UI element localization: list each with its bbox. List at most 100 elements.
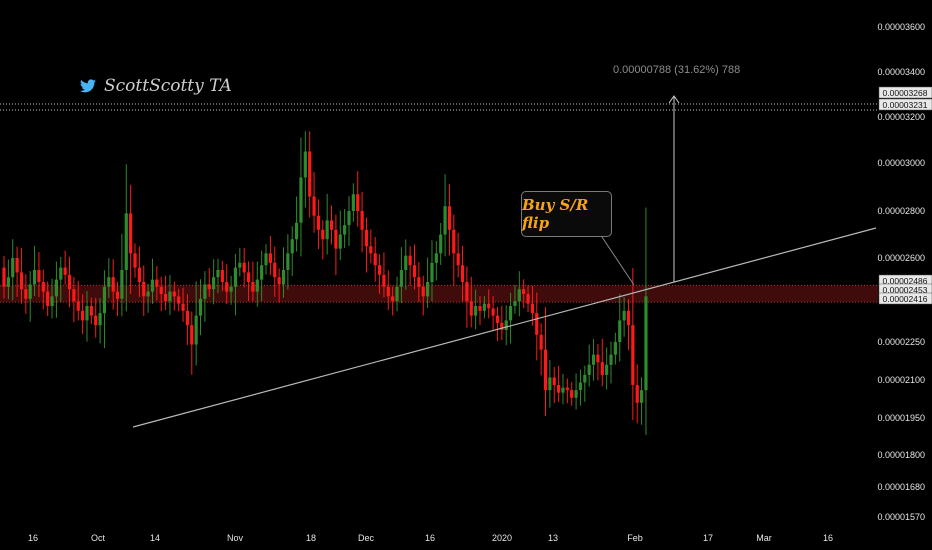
- candle-body: [425, 282, 430, 297]
- candle-body: [168, 291, 172, 302]
- callout-text: Buy S/R flip: [522, 196, 589, 232]
- candle-body: [238, 262, 242, 268]
- candle-body: [360, 211, 364, 230]
- candle-body: [526, 294, 530, 304]
- candle-body: [364, 229, 369, 247]
- candle-body: [578, 382, 583, 391]
- candle-body: [277, 277, 281, 285]
- candle-body: [155, 279, 159, 287]
- callout-box: Buy S/R flip: [521, 191, 612, 237]
- candle-body: [98, 313, 102, 326]
- candle-body: [194, 315, 198, 345]
- x-tick-label: 2020: [492, 533, 512, 543]
- candle-body: [395, 286, 399, 302]
- candle-body: [399, 270, 403, 287]
- y-tick-label: 0.00002600: [877, 253, 925, 263]
- candle-body: [482, 303, 486, 311]
- candle-body: [609, 354, 613, 365]
- candle-body: [338, 234, 342, 249]
- candle-body: [150, 279, 155, 292]
- candle-body: [412, 265, 417, 278]
- candle-body: [159, 286, 163, 294]
- candle-body: [587, 364, 591, 375]
- candle-body: [2, 267, 6, 287]
- candle-body: [59, 267, 63, 280]
- x-tick-label: Feb: [627, 533, 643, 543]
- callout-pointer: [599, 233, 635, 286]
- trendline: [132, 227, 877, 428]
- candle-body: [522, 289, 526, 294]
- candle-body: [120, 270, 124, 299]
- candle-body: [596, 354, 600, 363]
- price-tag-box: [878, 86, 932, 99]
- candle-body: [460, 265, 465, 282]
- candle-body: [146, 291, 150, 297]
- candle-body: [535, 313, 539, 335]
- x-tick-label: Dec: [358, 533, 375, 543]
- price-tag-label: 0.00002453: [883, 285, 928, 295]
- candle-body: [605, 364, 609, 375]
- candle-body: [163, 294, 168, 302]
- price-tag-box: [878, 292, 932, 305]
- candle-body: [37, 270, 41, 282]
- candle-body: [478, 306, 482, 311]
- candle-body: [377, 265, 382, 275]
- candle-body: [220, 270, 224, 282]
- candle-body: [626, 310, 631, 326]
- candle-body: [491, 308, 495, 316]
- candle-body: [260, 265, 264, 280]
- candle-body: [622, 310, 626, 321]
- candle-body: [565, 387, 569, 391]
- y-tick-label: 0.00003400: [877, 67, 925, 77]
- candle-body: [177, 296, 181, 304]
- measure-label: 0.00000788 (31.62%) 788: [613, 64, 741, 76]
- candle-body: [517, 289, 521, 302]
- candle-body: [439, 234, 443, 254]
- price-tag-box: [878, 98, 932, 111]
- candle-body: [19, 272, 24, 290]
- candle-body: [50, 296, 54, 306]
- candle-body: [434, 253, 438, 263]
- candle-body: [465, 282, 469, 302]
- y-tick-label: 0.00001680: [877, 482, 925, 492]
- candle-body: [142, 282, 146, 297]
- candle-body: [382, 274, 386, 287]
- candle-body: [404, 255, 408, 270]
- candle-body: [548, 377, 552, 391]
- twitter-bird-icon: [80, 79, 96, 93]
- candle-body: [452, 229, 456, 254]
- candle-body: [504, 320, 508, 330]
- candle-body: [417, 277, 421, 287]
- candle-body: [115, 291, 120, 299]
- price-tag-label: 0.00003268: [883, 88, 928, 98]
- candle-body: [54, 279, 59, 297]
- candle-body: [273, 262, 277, 278]
- candle-body: [391, 296, 395, 302]
- candle-body: [469, 301, 473, 316]
- candle-body: [500, 322, 504, 330]
- candle-body: [430, 262, 434, 282]
- measure-arrow-head: [668, 95, 680, 104]
- candle-body: [85, 306, 89, 321]
- candle-body: [299, 177, 303, 223]
- watermark-text: ScottScotty TA: [104, 76, 232, 96]
- price-tag: 0.00003268: [878, 86, 932, 99]
- candle-body: [11, 258, 15, 278]
- drawings: [132, 95, 877, 428]
- candle-body: [552, 377, 556, 386]
- candle-body: [561, 387, 565, 393]
- candle-body: [321, 229, 325, 240]
- candle-body: [312, 196, 316, 216]
- y-tick-label: 0.00002800: [877, 206, 925, 216]
- candle-body: [343, 225, 347, 235]
- y-tick-label: 0.00003200: [877, 112, 925, 122]
- candle-body: [255, 279, 259, 292]
- candle-body: [133, 253, 137, 268]
- candle-body: [539, 334, 543, 350]
- candle-body: [286, 253, 290, 270]
- candle-body: [308, 151, 312, 197]
- candle-body: [233, 267, 238, 287]
- candle-body: [474, 306, 478, 316]
